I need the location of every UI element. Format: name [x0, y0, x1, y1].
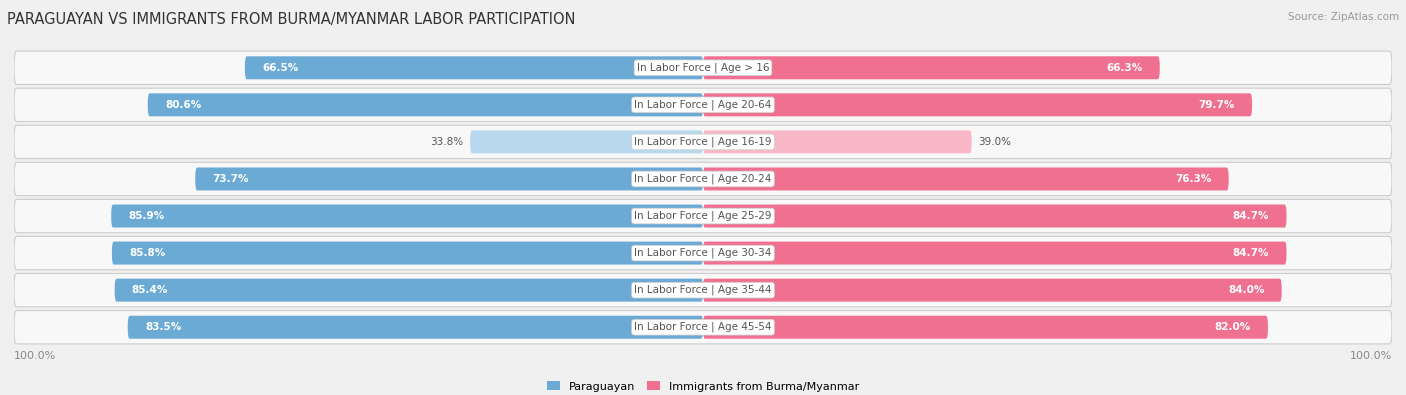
FancyBboxPatch shape — [14, 310, 1392, 344]
FancyBboxPatch shape — [703, 167, 1229, 190]
FancyBboxPatch shape — [14, 199, 1392, 233]
FancyBboxPatch shape — [703, 205, 1286, 228]
FancyBboxPatch shape — [148, 93, 703, 117]
Text: 79.7%: 79.7% — [1198, 100, 1234, 110]
Text: 82.0%: 82.0% — [1215, 322, 1251, 332]
FancyBboxPatch shape — [703, 278, 1282, 302]
Text: In Labor Force | Age 25-29: In Labor Force | Age 25-29 — [634, 211, 772, 221]
FancyBboxPatch shape — [703, 316, 1268, 339]
Text: 85.8%: 85.8% — [129, 248, 166, 258]
Text: 80.6%: 80.6% — [165, 100, 201, 110]
FancyBboxPatch shape — [14, 162, 1392, 196]
FancyBboxPatch shape — [14, 88, 1392, 122]
Text: 73.7%: 73.7% — [212, 174, 249, 184]
Text: In Labor Force | Age 35-44: In Labor Force | Age 35-44 — [634, 285, 772, 295]
Text: 85.9%: 85.9% — [128, 211, 165, 221]
Text: In Labor Force | Age 20-64: In Labor Force | Age 20-64 — [634, 100, 772, 110]
FancyBboxPatch shape — [14, 51, 1392, 85]
Text: 100.0%: 100.0% — [14, 351, 56, 361]
Text: In Labor Force | Age 45-54: In Labor Force | Age 45-54 — [634, 322, 772, 333]
Text: 85.4%: 85.4% — [132, 285, 169, 295]
FancyBboxPatch shape — [111, 205, 703, 228]
Text: PARAGUAYAN VS IMMIGRANTS FROM BURMA/MYANMAR LABOR PARTICIPATION: PARAGUAYAN VS IMMIGRANTS FROM BURMA/MYAN… — [7, 12, 575, 27]
FancyBboxPatch shape — [703, 56, 1160, 79]
Text: 84.0%: 84.0% — [1227, 285, 1264, 295]
FancyBboxPatch shape — [470, 130, 703, 153]
FancyBboxPatch shape — [703, 130, 972, 153]
Text: In Labor Force | Age 16-19: In Labor Force | Age 16-19 — [634, 137, 772, 147]
Text: 33.8%: 33.8% — [430, 137, 463, 147]
FancyBboxPatch shape — [14, 237, 1392, 270]
FancyBboxPatch shape — [245, 56, 703, 79]
FancyBboxPatch shape — [195, 167, 703, 190]
Text: In Labor Force | Age > 16: In Labor Force | Age > 16 — [637, 62, 769, 73]
FancyBboxPatch shape — [112, 242, 703, 265]
Text: In Labor Force | Age 30-34: In Labor Force | Age 30-34 — [634, 248, 772, 258]
FancyBboxPatch shape — [703, 242, 1286, 265]
FancyBboxPatch shape — [115, 278, 703, 302]
Text: 66.3%: 66.3% — [1107, 63, 1143, 73]
FancyBboxPatch shape — [128, 316, 703, 339]
Text: 66.5%: 66.5% — [262, 63, 298, 73]
Text: 39.0%: 39.0% — [979, 137, 1011, 147]
Text: 83.5%: 83.5% — [145, 322, 181, 332]
Text: 84.7%: 84.7% — [1233, 211, 1270, 221]
FancyBboxPatch shape — [14, 125, 1392, 158]
Legend: Paraguayan, Immigrants from Burma/Myanmar: Paraguayan, Immigrants from Burma/Myanma… — [543, 377, 863, 395]
Text: 76.3%: 76.3% — [1175, 174, 1212, 184]
Text: In Labor Force | Age 20-24: In Labor Force | Age 20-24 — [634, 174, 772, 184]
Text: 84.7%: 84.7% — [1233, 248, 1270, 258]
FancyBboxPatch shape — [14, 273, 1392, 307]
Text: 100.0%: 100.0% — [1350, 351, 1392, 361]
FancyBboxPatch shape — [703, 93, 1253, 117]
Text: Source: ZipAtlas.com: Source: ZipAtlas.com — [1288, 12, 1399, 22]
